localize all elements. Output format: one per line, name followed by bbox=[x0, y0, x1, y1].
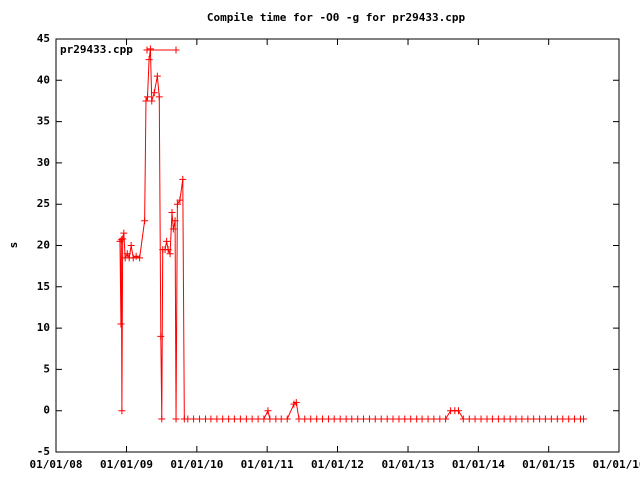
data-point bbox=[559, 415, 567, 423]
data-point bbox=[219, 415, 227, 423]
data-point bbox=[277, 415, 285, 423]
data-point bbox=[118, 407, 126, 415]
data-point bbox=[148, 97, 156, 105]
data-point bbox=[173, 200, 181, 208]
data-point bbox=[330, 415, 338, 423]
data-point bbox=[389, 415, 397, 423]
x-tick-label: 01/01/16 bbox=[593, 458, 640, 471]
data-point bbox=[260, 415, 268, 423]
data-point bbox=[318, 415, 326, 423]
data-point bbox=[307, 415, 315, 423]
data-point bbox=[146, 45, 154, 53]
data-point bbox=[442, 415, 450, 423]
data-point bbox=[196, 415, 204, 423]
data-point bbox=[163, 237, 171, 245]
data-point bbox=[570, 415, 578, 423]
data-point bbox=[179, 175, 187, 183]
data-point bbox=[541, 415, 549, 423]
data-point bbox=[430, 415, 438, 423]
legend-label: pr29433.cpp bbox=[60, 43, 133, 56]
data-point bbox=[264, 407, 272, 415]
data-point bbox=[117, 236, 125, 244]
data-point bbox=[292, 398, 300, 406]
data-point bbox=[190, 415, 198, 423]
data-point bbox=[169, 225, 177, 233]
y-tick-label: 35 bbox=[37, 115, 50, 128]
data-point bbox=[168, 208, 176, 216]
data-point bbox=[547, 415, 555, 423]
x-tick-label: 01/01/14 bbox=[452, 458, 505, 471]
data-point bbox=[158, 415, 166, 423]
data-point bbox=[348, 415, 356, 423]
y-tick-label: -5 bbox=[37, 445, 50, 458]
x-tick-label: 01/01/13 bbox=[382, 458, 435, 471]
data-point bbox=[144, 93, 152, 101]
data-point bbox=[477, 415, 485, 423]
y-tick-label: 0 bbox=[43, 404, 50, 417]
data-point bbox=[283, 415, 291, 423]
data-point bbox=[459, 415, 467, 423]
data-point bbox=[176, 196, 184, 204]
x-tick-label: 01/01/15 bbox=[522, 458, 575, 471]
data-point bbox=[123, 250, 131, 258]
data-point bbox=[117, 320, 125, 328]
data-point bbox=[530, 415, 538, 423]
data-point bbox=[580, 415, 588, 423]
data-point bbox=[127, 242, 135, 249]
y-tick-label: 30 bbox=[37, 156, 50, 169]
y-axis-label: s bbox=[7, 242, 20, 249]
data-point bbox=[136, 254, 144, 262]
data-point bbox=[230, 415, 238, 423]
data-point bbox=[145, 56, 153, 64]
data-point bbox=[171, 217, 179, 225]
data-point bbox=[153, 72, 161, 80]
legend-sample bbox=[143, 46, 180, 54]
y-tick-label: 20 bbox=[37, 239, 50, 252]
data-point bbox=[120, 229, 128, 237]
data-point bbox=[371, 415, 379, 423]
y-tick-label: 5 bbox=[43, 362, 50, 375]
data-point bbox=[488, 415, 496, 423]
data-point bbox=[164, 246, 172, 254]
data-point bbox=[471, 415, 479, 423]
data-point bbox=[512, 415, 520, 423]
data-point bbox=[336, 415, 344, 423]
data-point bbox=[157, 332, 165, 340]
data-point bbox=[132, 252, 140, 260]
y-tick-label: 15 bbox=[37, 280, 50, 293]
y-tick-label: 45 bbox=[37, 32, 50, 45]
data-point bbox=[301, 415, 309, 423]
data-point bbox=[266, 415, 274, 423]
data-point bbox=[207, 415, 215, 423]
data-point bbox=[248, 415, 256, 423]
data-point bbox=[129, 254, 137, 262]
y-tick-label: 25 bbox=[37, 197, 50, 210]
y-tick-label: 40 bbox=[37, 73, 50, 86]
data-point bbox=[141, 217, 149, 225]
x-tick-label: 01/01/10 bbox=[170, 458, 223, 471]
x-tick-label: 01/01/08 bbox=[30, 458, 83, 471]
x-tick-label: 01/01/11 bbox=[241, 458, 294, 471]
data-point bbox=[500, 415, 508, 423]
data-point bbox=[166, 250, 174, 258]
data-point bbox=[236, 415, 244, 423]
data-point bbox=[377, 415, 385, 423]
data-point bbox=[455, 407, 463, 415]
x-tick-label: 01/01/12 bbox=[311, 458, 364, 471]
data-point bbox=[119, 235, 127, 243]
data-point bbox=[150, 89, 158, 97]
data-point bbox=[155, 93, 163, 101]
data-point bbox=[518, 415, 526, 423]
y-tick-label: 10 bbox=[37, 321, 50, 334]
x-tick-label: 01/01/09 bbox=[100, 458, 153, 471]
data-point bbox=[360, 415, 368, 423]
data-point bbox=[401, 415, 409, 423]
chart-title: Compile time for -O0 -g for pr29433.cpp bbox=[207, 11, 466, 24]
data-point bbox=[172, 415, 180, 423]
data-point bbox=[407, 415, 415, 423]
data-point bbox=[418, 415, 426, 423]
